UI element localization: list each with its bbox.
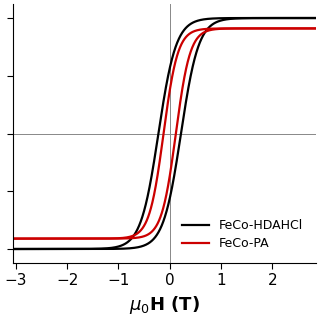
Line: FeCo-HDAHCl: FeCo-HDAHCl [13, 18, 316, 249]
FeCo-HDAHCl [127, 239, 131, 243]
Legend: FeCo-HDAHCl, FeCo-PA: FeCo-HDAHCl, FeCo-PA [175, 213, 309, 257]
Line: FeCo-PA: FeCo-PA [13, 28, 316, 239]
FeCo-PA [46, 237, 50, 241]
FeCo-HDAHCl [308, 16, 312, 20]
X-axis label: $\mu_0$H (T): $\mu_0$H (T) [129, 294, 200, 316]
FeCo-PA [308, 27, 312, 30]
FeCo-HDAHCl [12, 247, 15, 251]
FeCo-PA [12, 237, 15, 241]
FeCo-PA [127, 235, 131, 239]
FeCo-HDAHCl [46, 247, 50, 251]
FeCo-HDAHCl [140, 214, 144, 218]
FeCo-PA [64, 237, 68, 241]
FeCo-HDAHCl [314, 16, 318, 20]
FeCo-HDAHCl [276, 16, 279, 20]
FeCo-HDAHCl [64, 247, 68, 251]
FeCo-PA [140, 226, 144, 230]
FeCo-PA [276, 27, 279, 30]
FeCo-PA [314, 27, 318, 30]
